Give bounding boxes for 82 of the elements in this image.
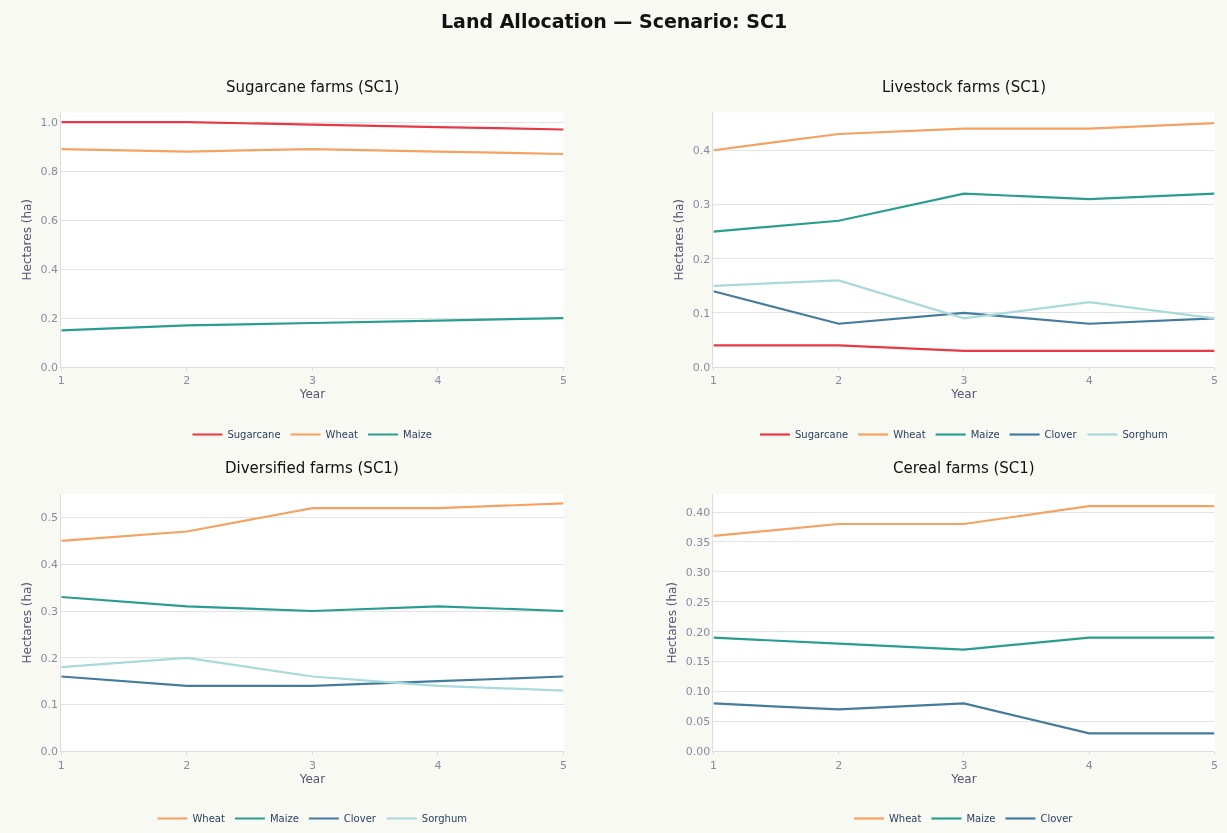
y-axis-title: Hectares (ha) xyxy=(19,581,34,664)
y-tick-label: 0.0 xyxy=(692,360,711,374)
legend-label: Wheat xyxy=(888,813,922,825)
legend-label: Wheat xyxy=(893,429,926,441)
y-tick-label: 0.4 xyxy=(692,144,711,158)
line-series xyxy=(713,290,1215,325)
x-tick-label: 3 xyxy=(960,758,968,772)
y-tick-label: 0.4 xyxy=(40,558,59,572)
y-tick-label: 0.6 xyxy=(40,213,59,227)
x-tick-label: 3 xyxy=(308,758,316,772)
legend-label: Sorghum xyxy=(1122,429,1168,441)
chart-title: Cereal farms (SC1) xyxy=(893,459,1035,477)
x-tick-label: 5 xyxy=(1210,758,1218,772)
x-axis-title: Year xyxy=(298,387,326,402)
x-axis-title: Year xyxy=(950,771,977,786)
y-tick-label: 0.3 xyxy=(40,604,59,618)
x-tick-label: 2 xyxy=(183,374,191,388)
chart-title: Diversified farms (SC1) xyxy=(225,459,399,477)
x-tick-label: 5 xyxy=(560,758,568,772)
legend-label: Maize xyxy=(403,429,433,441)
x-tick-label: 1 xyxy=(709,758,717,772)
legend-label: Clover xyxy=(343,813,377,825)
y-tick-label: 0.15 xyxy=(685,655,711,669)
x-tick-label: 4 xyxy=(434,374,442,388)
line-series xyxy=(713,279,1215,320)
legend-label: Sugarcane xyxy=(227,429,281,441)
line-series xyxy=(61,317,564,332)
y-tick-label: 0.2 xyxy=(40,651,59,665)
y-tick-label: 0.0 xyxy=(40,360,59,374)
y-tick-label: 0.3 xyxy=(692,198,711,212)
line-series xyxy=(61,656,564,692)
line-series xyxy=(61,502,564,542)
y-axis-title: Hectares (ha) xyxy=(665,581,680,664)
x-tick-label: 3 xyxy=(960,374,968,388)
legend-label: Clover xyxy=(1044,429,1078,441)
y-tick-label: 0.00 xyxy=(685,745,711,759)
x-tick-label: 2 xyxy=(835,758,843,772)
y-tick-label: 0.1 xyxy=(692,306,711,320)
y-tick-label: 1.0 xyxy=(40,115,59,129)
y-tick-label: 0.2 xyxy=(40,311,59,325)
x-axis-title: Year xyxy=(298,771,326,786)
x-tick-label: 1 xyxy=(57,758,65,772)
y-tick-label: 0.35 xyxy=(685,535,711,549)
legend-label: Maize xyxy=(966,813,996,825)
text: Land Allocation — Scenario: SC1 xyxy=(441,10,788,32)
y-tick-label: 0.5 xyxy=(40,511,59,525)
y-tick-label: 0.1 xyxy=(40,698,59,712)
x-tick-label: 1 xyxy=(57,374,65,388)
y-tick-label: 0.20 xyxy=(685,625,711,639)
y-axis-title: Hectares (ha) xyxy=(19,198,34,281)
y-tick-label: 0.25 xyxy=(685,595,711,609)
y-tick-label: 0.8 xyxy=(40,164,59,178)
y-tick-label: 0.40 xyxy=(685,505,711,519)
x-tick-label: 4 xyxy=(434,758,442,772)
chart-title: Livestock farms (SC1) xyxy=(882,78,1047,96)
x-tick-label: 5 xyxy=(1210,374,1218,388)
x-tick-label: 2 xyxy=(183,758,191,772)
legend-label: Sorghum xyxy=(421,813,467,825)
y-tick-label: 0.10 xyxy=(685,685,711,699)
y-tick-label: 0.0 xyxy=(40,745,59,759)
x-tick-label: 3 xyxy=(308,374,316,388)
y-tick-label: 0.30 xyxy=(685,565,711,579)
x-axis-title: Year xyxy=(950,387,977,402)
line-series xyxy=(713,192,1215,233)
line-series xyxy=(61,121,564,131)
legend-label: Wheat xyxy=(325,429,359,441)
y-tick-label: 0.2 xyxy=(692,252,711,266)
legend-label: Maize xyxy=(269,813,299,825)
x-tick-label: 4 xyxy=(1085,758,1093,772)
y-axis-title: Hectares (ha) xyxy=(672,198,687,281)
x-tick-label: 5 xyxy=(560,374,568,388)
y-tick-label: 0.05 xyxy=(685,715,711,729)
legend-label: Clover xyxy=(1040,813,1074,825)
x-tick-label: 1 xyxy=(709,374,717,388)
legend-label: Wheat xyxy=(192,813,225,825)
x-tick-label: 2 xyxy=(835,374,843,388)
legend-label: Maize xyxy=(970,429,1000,441)
line-series xyxy=(713,122,1215,152)
chart-title: Sugarcane farms (SC1) xyxy=(226,78,400,96)
y-tick-label: 0.4 xyxy=(40,262,59,276)
legend-label: Sugarcane xyxy=(794,429,849,441)
x-tick-label: 4 xyxy=(1085,374,1093,388)
